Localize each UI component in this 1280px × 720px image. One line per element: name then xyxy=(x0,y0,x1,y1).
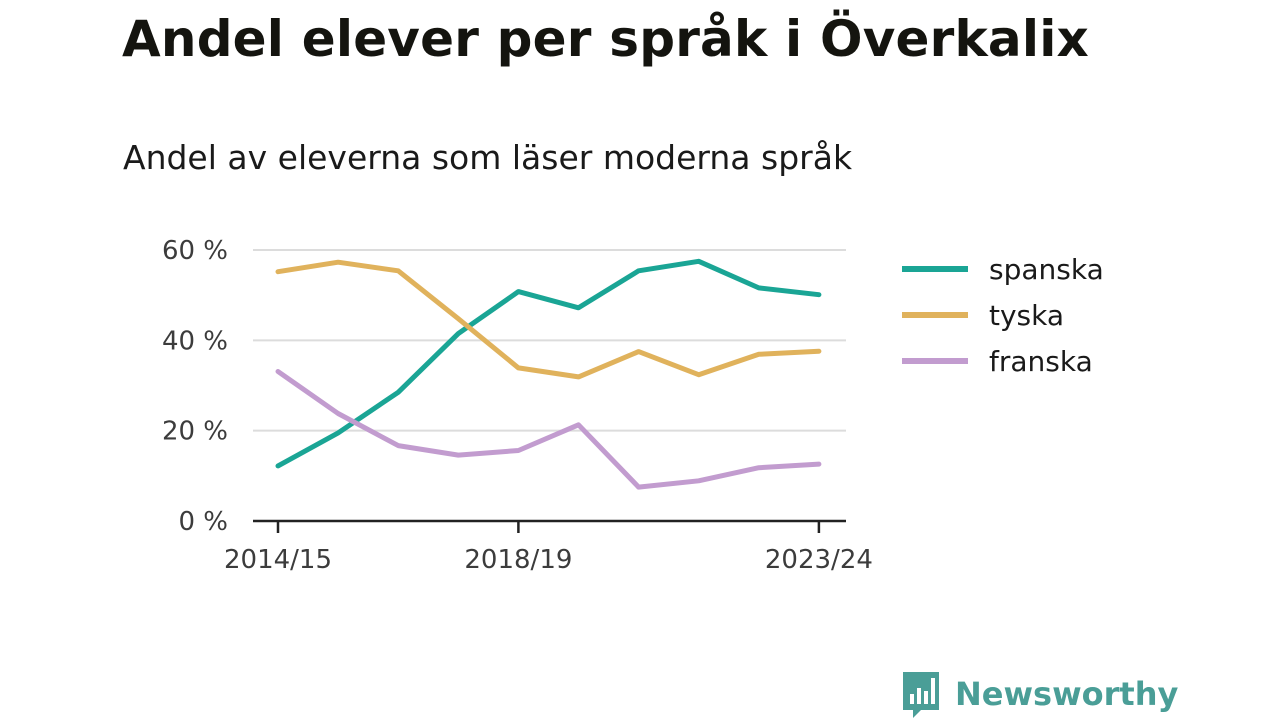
x-tick-label: 2023/24 xyxy=(765,545,873,575)
y-axis-labels: 0 % 20 % 40 % 60 % xyxy=(162,236,228,537)
page-title: Andel elever per språk i Överkalix xyxy=(122,10,1089,68)
y-tick-label: 60 % xyxy=(162,236,228,266)
legend: spanska tyska franska xyxy=(902,253,1104,378)
newsworthy-logo-icon xyxy=(903,672,939,718)
legend-item-spanska: spanska xyxy=(902,253,1104,286)
series-line-franska xyxy=(275,369,822,490)
x-axis: 2014/15 2018/19 2023/24 xyxy=(224,519,873,575)
x-tick-label: 2014/15 xyxy=(224,545,332,575)
y-tick-label: 0 % xyxy=(178,507,228,537)
legend-label: spanska xyxy=(989,253,1104,286)
series-lines xyxy=(275,258,822,490)
series-line-spanska xyxy=(275,258,822,469)
legend-item-franska: franska xyxy=(902,345,1093,378)
y-tick-label: 40 % xyxy=(162,326,228,356)
legend-label: franska xyxy=(989,345,1093,378)
brand-name: Newsworthy xyxy=(955,675,1179,713)
gridlines xyxy=(253,249,846,432)
series-line-tyska xyxy=(275,259,822,380)
legend-label: tyska xyxy=(989,299,1064,332)
x-tick-label: 2018/19 xyxy=(464,545,572,575)
y-tick-label: 20 % xyxy=(162,417,228,447)
brand-logo: Newsworthy xyxy=(901,670,1178,718)
legend-item-tyska: tyska xyxy=(902,299,1064,332)
chart-subtitle: Andel av eleverna som läser moderna språ… xyxy=(123,138,853,177)
